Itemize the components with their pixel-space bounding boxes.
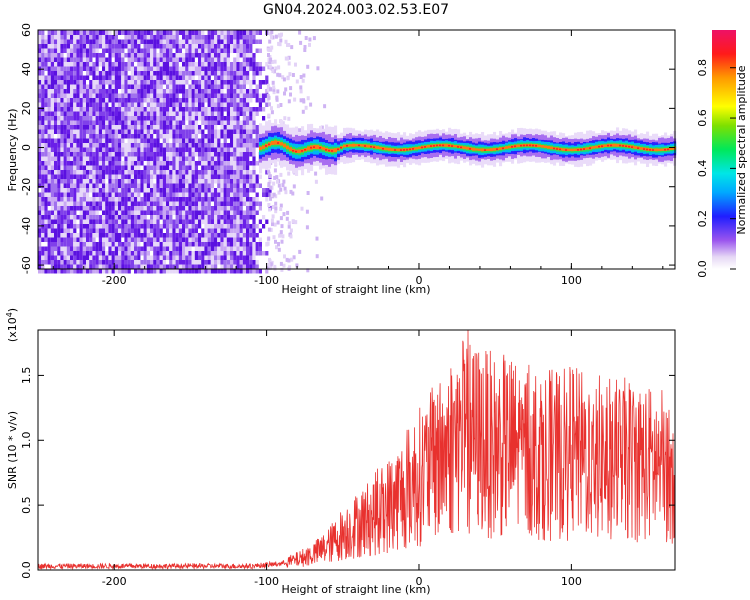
y-tick-label: 40 — [20, 62, 33, 76]
colorbar: 0.0 0.2 0.4 0.6 0.8 Normalized spectral ampl… — [696, 30, 748, 278]
y-tick-label: 0 — [20, 144, 33, 151]
snr-y-ticks: 0.0 0.5 1.0 1.5 — [20, 367, 675, 579]
x-tick-label: -200 — [102, 575, 127, 588]
x-tick-label: -100 — [254, 274, 279, 287]
y-tick-label: 1.5 — [20, 367, 33, 385]
colorbar-tick-label: 0.6 — [696, 109, 709, 127]
spectrogram-y-ticks: -60 -40 -20 0 20 40 60 — [20, 23, 675, 274]
y-tick-label: -60 — [20, 256, 33, 274]
colorbar-gradient — [712, 30, 736, 269]
snr-x-label: Height of straight line (km) — [281, 583, 430, 596]
colorbar-tick-label: 0.2 — [696, 210, 709, 228]
x-tick-label: 0 — [415, 274, 422, 287]
spectrogram-x-label: Height of straight line (km) — [281, 283, 430, 296]
snr-x-ticks: -200 -100 0 100 — [102, 330, 582, 588]
noise-cells — [38, 30, 272, 274]
signal-band — [259, 119, 677, 176]
spectrogram-frame — [37, 29, 676, 270]
y-tick-label: 60 — [20, 23, 33, 37]
y-tick-label: 0.5 — [20, 496, 33, 514]
y-tick-label: -40 — [20, 217, 33, 235]
y-tick-label: 20 — [20, 101, 33, 115]
y-tick-label: 0.0 — [20, 561, 33, 579]
figure-title: GN04.2024.003.02.53.E07 — [263, 2, 449, 18]
colorbar-tick-label: 0.0 — [696, 260, 709, 278]
snr-multiplier: (x104) — [5, 308, 19, 342]
y-tick-label: 1.0 — [20, 432, 33, 450]
snr-panel: -200 -100 0 100 0.0 0.5 1.0 1.5 Height of stra… — [5, 308, 676, 596]
x-tick-label: -200 — [102, 274, 127, 287]
snr-line — [37, 329, 676, 571]
x-tick-label: 100 — [561, 575, 582, 588]
spectrogram-heatmap — [38, 30, 677, 274]
spectrogram-y-label: Frequency (Hz) — [6, 109, 19, 192]
colorbar-tick-label: 0.8 — [696, 59, 709, 77]
colorbar-label: Normalized spectral amplitude — [735, 65, 748, 234]
colorbar-tick-label: 0.4 — [696, 160, 709, 178]
snr-trace — [37, 329, 676, 571]
colorbar-ticks: 0.0 0.2 0.4 0.6 0.8 — [696, 59, 736, 278]
spectrogram-x-ticks: -200 -100 0 100 — [52, 30, 664, 287]
x-tick-label: 100 — [561, 274, 582, 287]
x-tick-label: -100 — [254, 575, 279, 588]
x-tick-label: 0 — [415, 575, 422, 588]
snr-y-label: SNR (10 * v/v) — [6, 411, 19, 489]
y-tick-label: -20 — [20, 178, 33, 196]
snr-frame — [37, 329, 676, 571]
